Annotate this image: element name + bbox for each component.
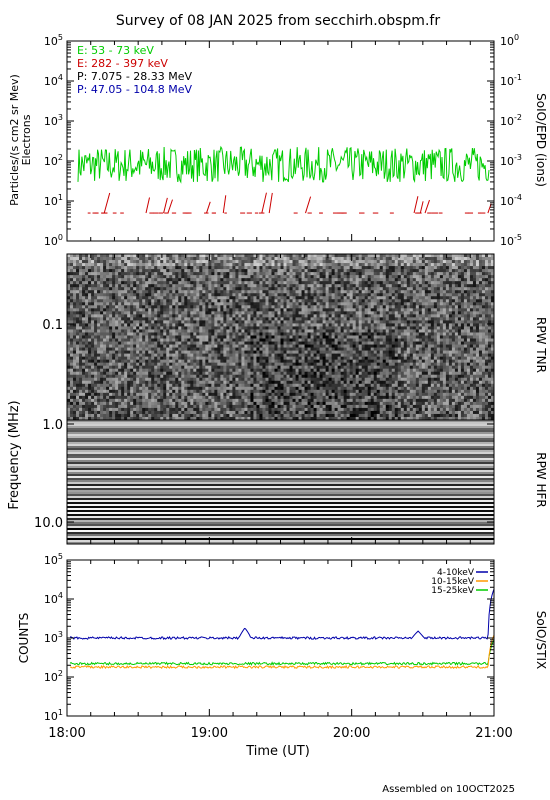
stix-series-10-15kev	[70, 634, 495, 670]
series-e-282-397-kev	[87, 192, 492, 214]
epd-y2tick-5: 100	[500, 33, 519, 48]
stix-legend-1: 10-15keV	[431, 577, 475, 587]
stix-legend-0: 4-10keV	[437, 568, 475, 578]
x-tick-1: 19:00	[191, 726, 228, 741]
rpw-panel: 0.1 1.0 10.0	[34, 253, 495, 545]
freq-tick-2: 10.0	[34, 516, 63, 531]
stix-ylabel: COUNTS	[17, 613, 31, 664]
epd-legend-3: P: 47.05 - 104.8 MeV	[77, 83, 193, 96]
epd-ytick-2: 102	[44, 153, 63, 168]
stix-ytick-3: 104	[44, 591, 63, 606]
epd-ytick-3: 103	[44, 113, 63, 128]
epd-ylabel2: Electrons	[20, 114, 33, 165]
stix-ytick-2: 103	[44, 630, 63, 645]
hfr-right-label: RPW HFR	[534, 452, 548, 508]
epd-ytick-4: 104	[44, 73, 63, 88]
freq-tick-1: 1.0	[42, 418, 63, 433]
series-e-53-73-kev	[77, 145, 490, 184]
tnr-right-label: RPW TNR	[534, 317, 548, 373]
x-tick-2: 20:00	[333, 726, 370, 741]
stix-right-label: SolO/STIX	[534, 611, 548, 670]
epd-ytick-0: 100	[44, 233, 63, 248]
stix-ytick-0: 101	[44, 708, 63, 723]
x-tick-3: 21:00	[475, 726, 512, 741]
epd-y2tick-3: 10-2	[500, 113, 522, 128]
freq-tick-0: 0.1	[42, 318, 63, 333]
stix-ytick-1: 102	[44, 669, 63, 684]
epd-legend-1: E: 282 - 397 keV	[77, 57, 168, 70]
freq-ylabel: Frequency (MHz)	[7, 400, 22, 509]
epd-y2tick-4: 10-1	[500, 73, 522, 88]
tnr-spectrogram	[67, 254, 495, 421]
epd-y2tick-0: 10-5	[500, 233, 522, 248]
stix-series-4-10kev	[70, 588, 495, 641]
time-axis: 18:00 19:00 20:00 21:00	[48, 726, 512, 741]
stix-series-15-25kev	[69, 639, 495, 666]
x-tick-0: 18:00	[48, 726, 85, 741]
epd-y2tick-2: 10-3	[500, 153, 522, 168]
epd-ytick-1: 101	[44, 193, 63, 208]
epd-ylabel: Particles/(s cm2 sr Mev)	[8, 74, 21, 206]
x-axis-label: Time (UT)	[245, 744, 310, 759]
epd-legend-2: P: 7.075 - 28.33 MeV	[77, 70, 193, 83]
epd-legend-0: E: 53 - 73 keV	[77, 44, 154, 57]
epd-panel: 100 101 102 103 104 105 10-5 10-4 10-3 10-2 10-1 10…	[44, 33, 522, 248]
epd-ytick-5: 105	[44, 33, 63, 48]
stix-ytick-4: 105	[44, 552, 63, 567]
stix-legend-2: 15-25keV	[431, 586, 475, 596]
assembled-footer: Assembled on 10OCT2025	[382, 784, 515, 795]
hfr-spectrogram	[67, 420, 494, 545]
epd-y2tick-1: 10-4	[500, 193, 522, 208]
figure-title: Survey of 08 JAN 2025 from secchirh.obsp…	[116, 13, 440, 29]
epd-right-label: SoIO/EPD (ions)	[534, 93, 548, 187]
